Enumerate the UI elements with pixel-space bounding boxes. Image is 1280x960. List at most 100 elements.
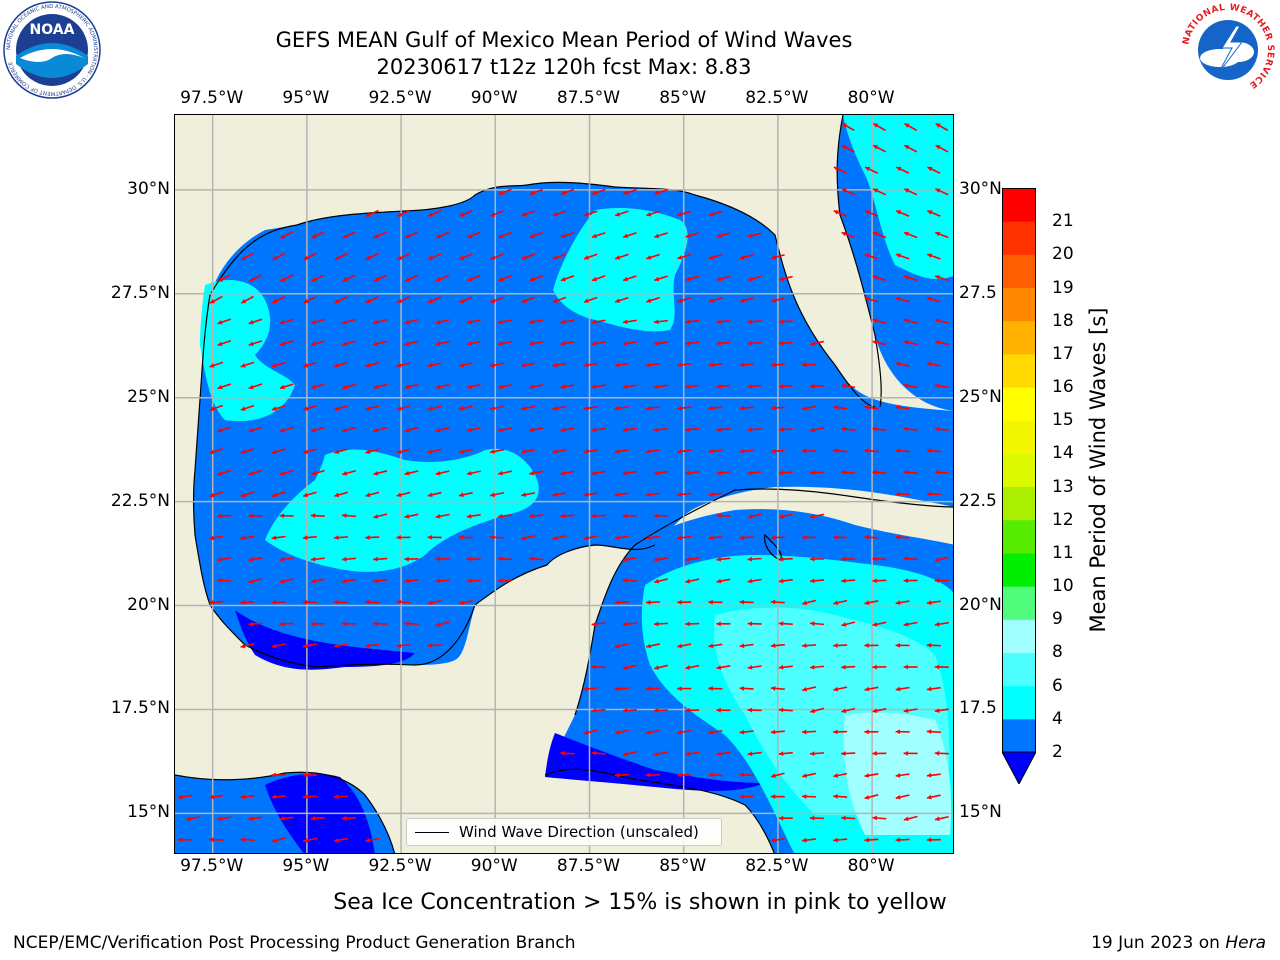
wave-direction-arrow — [427, 253, 442, 261]
wave-direction-arrow — [458, 599, 473, 606]
wave-direction-arrow — [404, 383, 419, 390]
lat-label: 30°N — [959, 178, 1002, 199]
wave-direction-arrow — [248, 383, 263, 390]
colorbar-segment — [1002, 718, 1036, 753]
wave-direction-arrow — [217, 426, 232, 433]
wave-direction-arrow — [302, 837, 317, 843]
wave-direction-arrow — [801, 772, 817, 778]
wave-direction-arrow — [217, 339, 232, 347]
wave-direction-arrow — [716, 578, 731, 584]
wave-direction-arrow — [529, 556, 544, 562]
wave-direction-arrow — [333, 794, 349, 800]
lat-label: 17.5°N — [110, 698, 170, 719]
chart-subtitle: 20230617 t12z 120h fcst Max: 8.83 — [376, 55, 752, 79]
wave-direction-arrow — [872, 426, 887, 432]
wave-direction-arrow — [685, 340, 700, 346]
wave-direction-arrow — [498, 274, 512, 282]
wave-direction-arrow — [677, 686, 692, 692]
wave-direction-arrow — [467, 231, 481, 239]
wave-direction-arrow — [895, 253, 910, 260]
wave-direction-arrow — [489, 491, 505, 498]
wave-direction-arrow — [685, 470, 700, 476]
wave-direction-arrow — [809, 578, 825, 584]
wave-direction-arrow — [333, 837, 349, 843]
wave-direction-arrow — [802, 599, 816, 606]
wave-direction-arrow — [864, 448, 879, 454]
lon-label: 90°W — [470, 856, 518, 876]
wave-direction-arrow — [489, 534, 505, 540]
wave-direction-arrow — [365, 296, 379, 304]
wave-direction-arrow — [396, 643, 411, 649]
wave-direction-arrow — [801, 535, 817, 540]
wave-direction-arrow — [739, 686, 754, 691]
footer-host: Hera — [1225, 933, 1266, 953]
wave-direction-arrow — [653, 751, 669, 757]
wave-direction-arrow — [365, 837, 380, 843]
wave-direction-arrow — [904, 144, 918, 153]
wave-direction-arrow — [926, 361, 941, 367]
wave-direction-arrow — [217, 318, 232, 325]
period-4-6-florida-atlantic — [843, 115, 953, 280]
colorbar-tick-label: 21 — [1052, 211, 1074, 232]
wave-direction-arrow — [809, 513, 825, 519]
wave-direction-arrow — [841, 621, 856, 627]
wave-direction-arrow — [240, 837, 255, 843]
wave-direction-arrow — [677, 210, 692, 217]
wave-direction-arrow — [459, 209, 473, 217]
wave-direction-arrow — [521, 296, 536, 304]
wave-direction-arrow — [739, 535, 754, 540]
wave-direction-arrow — [521, 210, 536, 217]
wave-direction-arrow — [396, 535, 411, 540]
wave-direction-arrow — [614, 492, 629, 497]
wave-direction-arrow — [303, 295, 317, 304]
wave-direction-arrow — [778, 513, 793, 519]
wave-direction-arrow — [645, 686, 661, 692]
wave-direction-arrow — [685, 232, 700, 239]
wave-direction-arrow — [467, 274, 481, 282]
wave-direction-arrow — [895, 794, 910, 800]
wave-direction-arrow — [427, 362, 442, 368]
wave-direction-arrow — [872, 708, 887, 714]
wave-direction-arrow — [583, 405, 598, 411]
wave-period-map — [175, 115, 953, 853]
wave-direction-arrow — [209, 295, 223, 304]
wave-direction-arrow — [841, 751, 856, 756]
wave-direction-arrow — [583, 686, 598, 692]
wave-direction-arrow — [926, 729, 941, 735]
wave-direction-arrow — [934, 340, 949, 346]
wave-direction-arrow — [903, 340, 918, 346]
wave-direction-arrow — [708, 772, 723, 778]
wave-direction-arrow — [864, 837, 879, 843]
wave-direction-arrow — [622, 384, 637, 389]
wave-direction-arrow — [770, 297, 785, 303]
wave-direction-arrow — [458, 405, 473, 411]
wave-direction-arrow — [614, 642, 629, 649]
wave-direction-arrow — [895, 600, 910, 606]
wave-direction-arrow — [645, 599, 661, 605]
colorbar-segment — [1002, 188, 1036, 222]
wave-direction-arrow — [934, 621, 949, 627]
wave-direction-arrow — [466, 556, 481, 562]
wave-direction-arrow — [310, 383, 325, 390]
wave-direction-arrow — [708, 729, 723, 735]
wave-direction-arrow — [373, 426, 388, 433]
wave-direction-arrow — [427, 491, 442, 498]
wave-direction-arrow — [240, 295, 254, 304]
coastline — [175, 115, 953, 853]
wave-direction-arrow — [685, 664, 700, 670]
wave-direction-arrow — [895, 642, 910, 648]
wave-direction-arrow — [739, 772, 754, 778]
period-4-6-central-gulf — [265, 448, 539, 572]
lat-label: 20°N — [127, 594, 170, 615]
wave-direction-arrow — [934, 383, 949, 389]
wave-direction-arrow — [654, 578, 668, 584]
wave-direction-arrow — [716, 340, 731, 346]
wave-direction-arrow — [583, 210, 598, 217]
colorbar-tick-label: 12 — [1052, 509, 1074, 530]
wave-direction-arrow — [810, 707, 824, 714]
wave-direction-arrow — [841, 470, 856, 475]
wave-direction-arrow — [614, 686, 629, 692]
wave-direction-arrow — [809, 470, 825, 476]
lat-label: 22.5 — [959, 490, 997, 511]
wave-direction-arrow — [739, 362, 754, 368]
